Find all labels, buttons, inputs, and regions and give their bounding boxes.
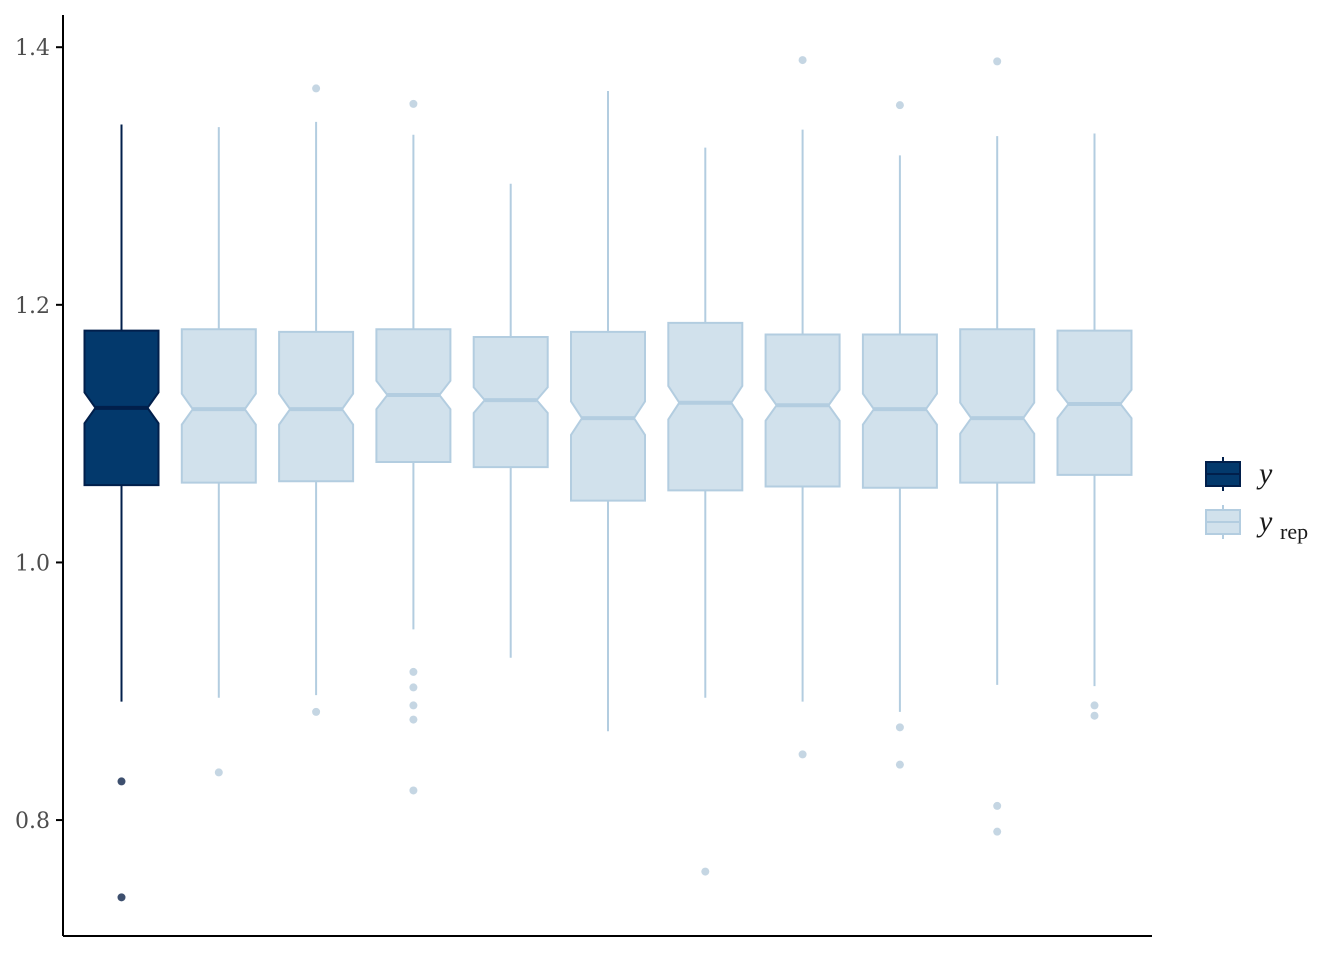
legend: yy rep	[1205, 457, 1308, 544]
outlier-point	[117, 893, 126, 902]
box-yrep	[764, 56, 841, 759]
y-tick-label: 0.8	[15, 809, 50, 834]
outlier-point	[409, 715, 418, 724]
box-y	[83, 124, 160, 902]
y-ticks: 0.8 1.0 1.2 1.4	[15, 36, 63, 834]
outlier-point	[409, 683, 418, 692]
box-yrep	[959, 57, 1036, 836]
legend-item-y: y	[1205, 457, 1273, 491]
outlier-point	[798, 750, 807, 759]
outlier-point	[409, 701, 418, 710]
legend-label: y	[1256, 457, 1273, 490]
box-yrep	[570, 90, 646, 732]
outlier-point	[895, 760, 904, 769]
outlier-point	[798, 56, 807, 65]
outlier-point	[895, 101, 904, 110]
box-yrep	[667, 147, 744, 876]
outlier-point	[1090, 711, 1099, 720]
y-tick-label: 1.4	[15, 36, 50, 61]
box-yrep	[180, 127, 257, 777]
outlier-point	[701, 867, 710, 876]
outlier-point	[409, 786, 418, 795]
outlier-point	[895, 723, 904, 732]
y-tick-label: 1.2	[15, 294, 50, 319]
outlier-point	[214, 768, 223, 777]
box-yrep	[861, 101, 938, 769]
outlier-point	[117, 777, 126, 786]
box-body	[959, 328, 1036, 484]
y-tick-label: 1.0	[15, 551, 50, 576]
outlier-point	[312, 84, 321, 93]
box-yrep	[472, 183, 549, 658]
legend-label-subscript: rep	[1280, 519, 1308, 544]
outlier-point	[993, 57, 1002, 66]
box-body	[180, 328, 257, 484]
outlier-point	[312, 707, 321, 716]
box-yrep	[375, 99, 452, 795]
box-yrep	[1056, 133, 1133, 720]
outlier-point	[993, 827, 1002, 836]
legend-label: y	[1256, 505, 1273, 538]
box-body	[278, 330, 355, 483]
box-body	[764, 333, 841, 488]
boxes-layer	[83, 56, 1133, 902]
outlier-point	[1090, 701, 1099, 710]
outlier-point	[409, 667, 418, 676]
box-yrep	[278, 84, 355, 716]
legend-item-yrep: y rep	[1205, 505, 1308, 544]
outlier-point	[993, 801, 1002, 810]
axes-layer: 0.8 1.0 1.2 1.4	[15, 15, 1152, 937]
box-body	[667, 321, 744, 492]
outlier-point	[409, 99, 418, 108]
